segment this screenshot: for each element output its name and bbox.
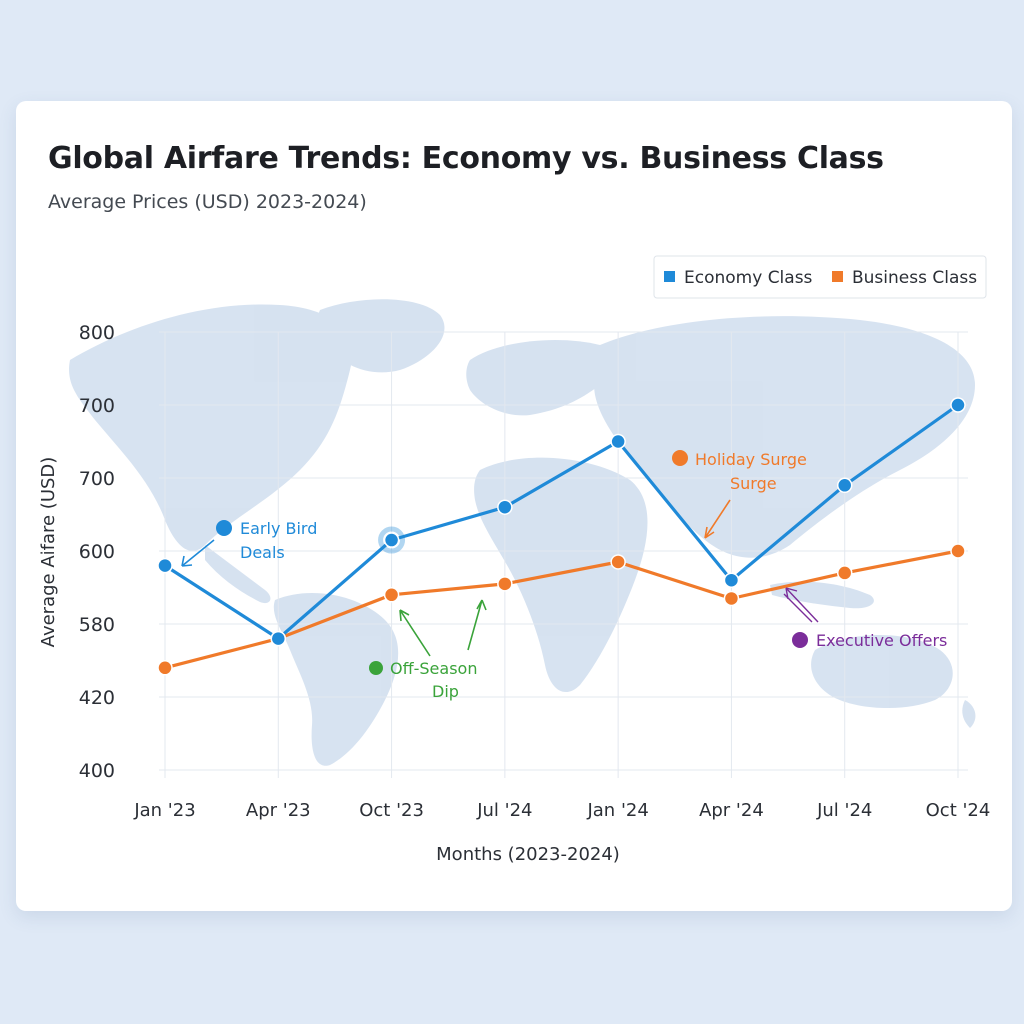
legend-business-swatch (832, 271, 843, 282)
economy-point (723, 572, 740, 588)
legend: Economy Class Business Class (653, 255, 987, 299)
y-tick-label: 400 (79, 760, 115, 782)
annotation-off-season-arrow-right (467, 599, 487, 651)
y-axis-title: Average Aifare (USD) (38, 457, 59, 648)
y-tick-label: 700 (79, 468, 115, 490)
annotation-executive-offers-arrow (783, 587, 819, 623)
economy-point (836, 477, 853, 494)
annotation-holiday-surge-arrow (704, 499, 731, 539)
legend-box (653, 255, 987, 299)
series-lines (163, 403, 960, 670)
axis-labels: 400 420 580 600 700 700 800 Jan '23 Apr '23 Oct '… (38, 322, 990, 865)
x-tick-label: Oct '23 (359, 800, 424, 821)
south-america-shape (273, 592, 399, 766)
x-axis-title: Months (2023-2024) (436, 844, 620, 865)
x-tick-label: Jan '24 (586, 800, 648, 821)
annotation-executive-offers-label: Executive Offers (816, 631, 947, 650)
australia-shape (811, 635, 953, 709)
business-point (157, 660, 173, 676)
new-zealand-shape (962, 700, 976, 728)
economy-point (950, 397, 966, 413)
europe-shape (466, 340, 614, 416)
x-tick-label: Apr '23 (246, 800, 311, 821)
y-tick-label: 700 (79, 395, 115, 417)
economy-point (157, 557, 173, 574)
annotation-off-season-line1: Off-Season (390, 659, 477, 678)
x-tick-label: Jan '23 (133, 800, 195, 821)
annotation-early-bird-dot (216, 520, 232, 536)
business-point (383, 587, 400, 603)
economy-point (383, 532, 400, 548)
x-tick-label: Apr '24 (699, 800, 764, 821)
asia-shape (593, 316, 975, 558)
series-points (157, 397, 966, 676)
x-tick-label: Jul '24 (816, 800, 872, 821)
y-tick-label: 420 (79, 687, 115, 709)
y-tick-label: 800 (79, 322, 115, 344)
annotation-early-bird-line2: Deals (240, 543, 285, 562)
chart-subtitle: Average Prices (USD) 2023-2024) (48, 191, 367, 213)
business-point (836, 565, 853, 581)
annotation-holiday-surge-dot (672, 450, 688, 466)
economy-point-highlight (378, 526, 406, 554)
economy-point (270, 630, 287, 647)
world-map-background (69, 299, 976, 766)
central-america-shape (205, 545, 271, 604)
business-point (497, 576, 513, 592)
annotation-off-season-arrow-left (399, 609, 431, 657)
legend-business-label: Business Class (852, 268, 977, 288)
indonesia-shape (770, 581, 874, 609)
x-tick-label: Jul '24 (476, 800, 532, 821)
annotation-early-bird-arrow (181, 539, 215, 567)
legend-economy-label: Economy Class (684, 268, 813, 288)
business-point (610, 554, 626, 570)
economy-series-line (163, 403, 960, 641)
annotation-early-bird-line1: Early Bird (240, 519, 317, 538)
business-point (950, 543, 966, 559)
annotation-early-bird: Early Bird Deals (181, 519, 317, 567)
africa-shape (474, 457, 648, 693)
annotation-holiday-surge-line1: Holiday Surge (695, 450, 807, 469)
annotation-executive-offers-dot (792, 632, 808, 648)
north-america-shape (69, 304, 352, 551)
annotation-off-season: Off-Season Dip (369, 599, 487, 701)
y-tick-label: 600 (79, 541, 115, 563)
annotation-holiday-surge: Holiday Surge Surge (672, 450, 807, 539)
annotation-off-season-dot (369, 661, 383, 675)
chart-title: Global Airfare Trends: Economy vs. Busin… (48, 141, 884, 176)
legend-economy-swatch (664, 271, 675, 282)
annotation-executive-offers: Executive Offers (783, 587, 947, 650)
economy-point (497, 499, 513, 515)
business-series-line (163, 549, 960, 670)
y-tick-label: 580 (79, 614, 115, 636)
x-tick-label: Oct '24 (926, 800, 991, 821)
annotation-off-season-line2: Dip (432, 682, 459, 701)
greenland-shape (317, 299, 445, 373)
economy-point (610, 433, 626, 450)
business-point (723, 590, 740, 607)
annotation-holiday-surge-line2: Surge (730, 474, 777, 493)
